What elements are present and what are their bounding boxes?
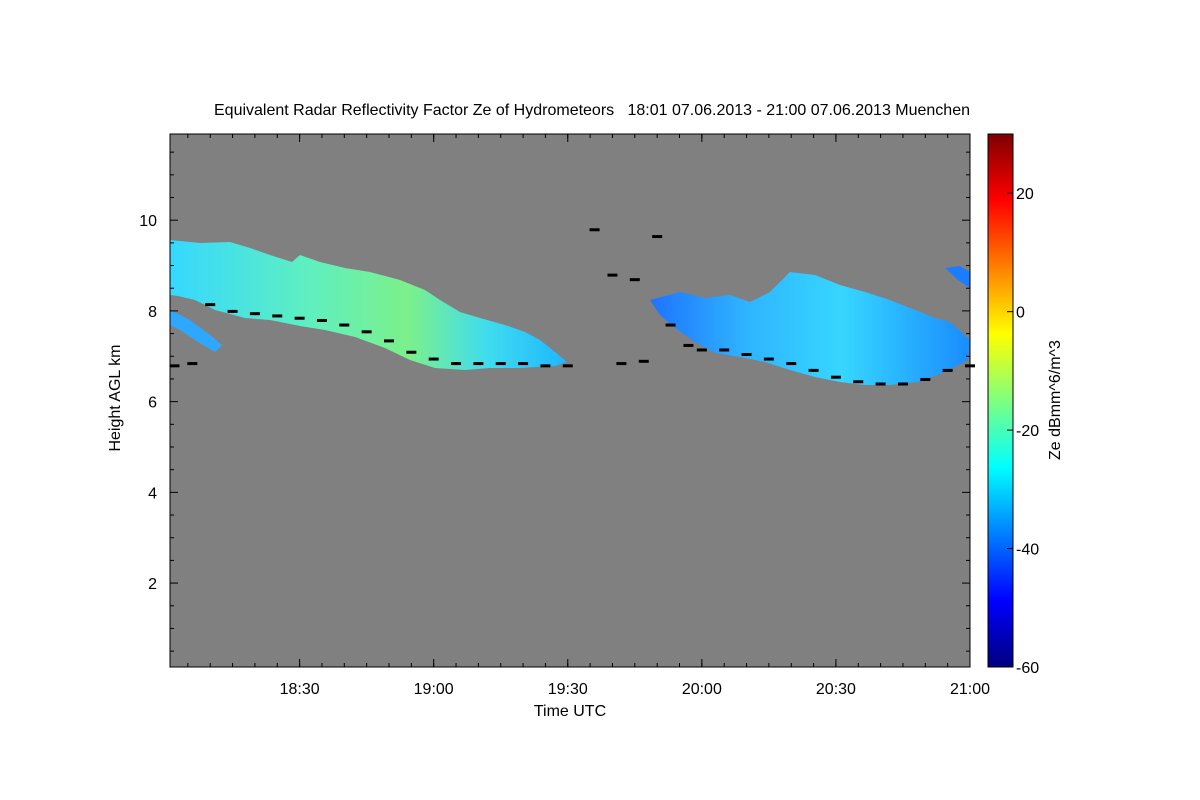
- cloud-base-marker: [920, 377, 931, 381]
- y-tick-label: 6: [148, 395, 157, 412]
- cloud-base-marker: [562, 364, 573, 368]
- cloud-base-marker: [518, 362, 529, 366]
- cloud-base-marker: [249, 312, 260, 316]
- colorbar-tick-label: 0: [1016, 305, 1025, 322]
- cloud-base-marker: [187, 362, 198, 366]
- echo-region-2: [650, 272, 970, 385]
- cloud-base-marker: [942, 368, 953, 372]
- cloud-base-marker: [853, 380, 864, 384]
- plot-frame: [169, 133, 971, 668]
- x-tick-label: 19:00: [414, 681, 454, 698]
- chart-title: Equivalent Radar Reflectivity Factor Ze …: [214, 102, 970, 119]
- x-tick-label: 18:30: [280, 681, 320, 698]
- cloud-base-marker: [616, 362, 627, 366]
- x-tick-label: 20:00: [682, 681, 722, 698]
- cloud-base-marker: [763, 357, 774, 361]
- echo-region-2-top: [945, 266, 970, 288]
- colorbar-tick-label: -20: [1016, 423, 1039, 440]
- x-tick-label: 21:00: [950, 681, 990, 698]
- cloud-base-marker: [808, 368, 819, 372]
- echo-region-1-lower: [170, 310, 222, 352]
- cloud-base-marker: [665, 323, 676, 327]
- cloud-base-marker: [652, 235, 663, 239]
- y-axis: 2 4 6 8 10: [139, 151, 970, 652]
- y-tick-label: 10: [139, 213, 157, 230]
- cloud-base-marker: [316, 318, 327, 322]
- cloud-base-marker: [406, 350, 417, 354]
- x-tick-label: 19:30: [548, 681, 588, 698]
- cloud-base-marker: [629, 278, 640, 282]
- cloud-base-marker: [741, 353, 752, 357]
- echo-region-1: [170, 240, 567, 370]
- cloud-base-marker: [875, 382, 886, 386]
- plot-background: [170, 134, 970, 667]
- cloud-base-marker: [169, 364, 180, 368]
- x-axis-label: Time UTC: [534, 703, 606, 720]
- y-axis-label: Height AGL km: [107, 344, 124, 451]
- x-axis: 18:30 19:00 19:30 20:00 20:30 21:00: [187, 134, 990, 698]
- cloud-base-marker: [473, 362, 484, 366]
- echo-layer: [170, 240, 970, 385]
- cloud-base-marker: [361, 330, 372, 334]
- y-tick-label: 4: [148, 485, 157, 502]
- cloud-base-marker: [451, 362, 462, 366]
- colorbar-ticks: -60 -40 -20 0 20: [1007, 186, 1039, 677]
- cloud-base-marker: [786, 362, 797, 366]
- colorbar-tick-label: -60: [1016, 660, 1039, 677]
- colorbar-label: Ze dBmm^6/m^3: [1047, 340, 1064, 460]
- cloud-base-marker: [205, 303, 216, 307]
- y-tick-label: 8: [148, 304, 157, 321]
- colorbar: [987, 133, 1014, 668]
- cloud-base-marker: [607, 273, 618, 277]
- cloud-base-marker: [683, 343, 694, 347]
- cloud-base-markers: [169, 228, 975, 386]
- cloud-base-marker: [589, 228, 600, 232]
- cloud-base-marker: [294, 316, 305, 320]
- colorbar-tick-label: 20: [1016, 186, 1034, 203]
- cloud-base-marker: [830, 375, 841, 379]
- cloud-base-marker: [696, 348, 707, 352]
- cloud-base-marker: [897, 382, 908, 386]
- cloud-base-marker: [540, 364, 551, 368]
- cloud-base-marker: [227, 309, 238, 313]
- colorbar-tick-label: -40: [1016, 542, 1039, 559]
- y-tick-label: 2: [148, 576, 157, 593]
- cloud-base-marker: [383, 339, 394, 343]
- cloud-base-marker: [638, 359, 649, 363]
- cloud-base-marker: [719, 348, 730, 352]
- cloud-base-marker: [339, 323, 350, 327]
- cloud-base-marker: [495, 362, 506, 366]
- x-tick-label: 20:30: [816, 681, 856, 698]
- cloud-base-marker: [428, 357, 439, 361]
- cloud-base-marker: [272, 314, 283, 318]
